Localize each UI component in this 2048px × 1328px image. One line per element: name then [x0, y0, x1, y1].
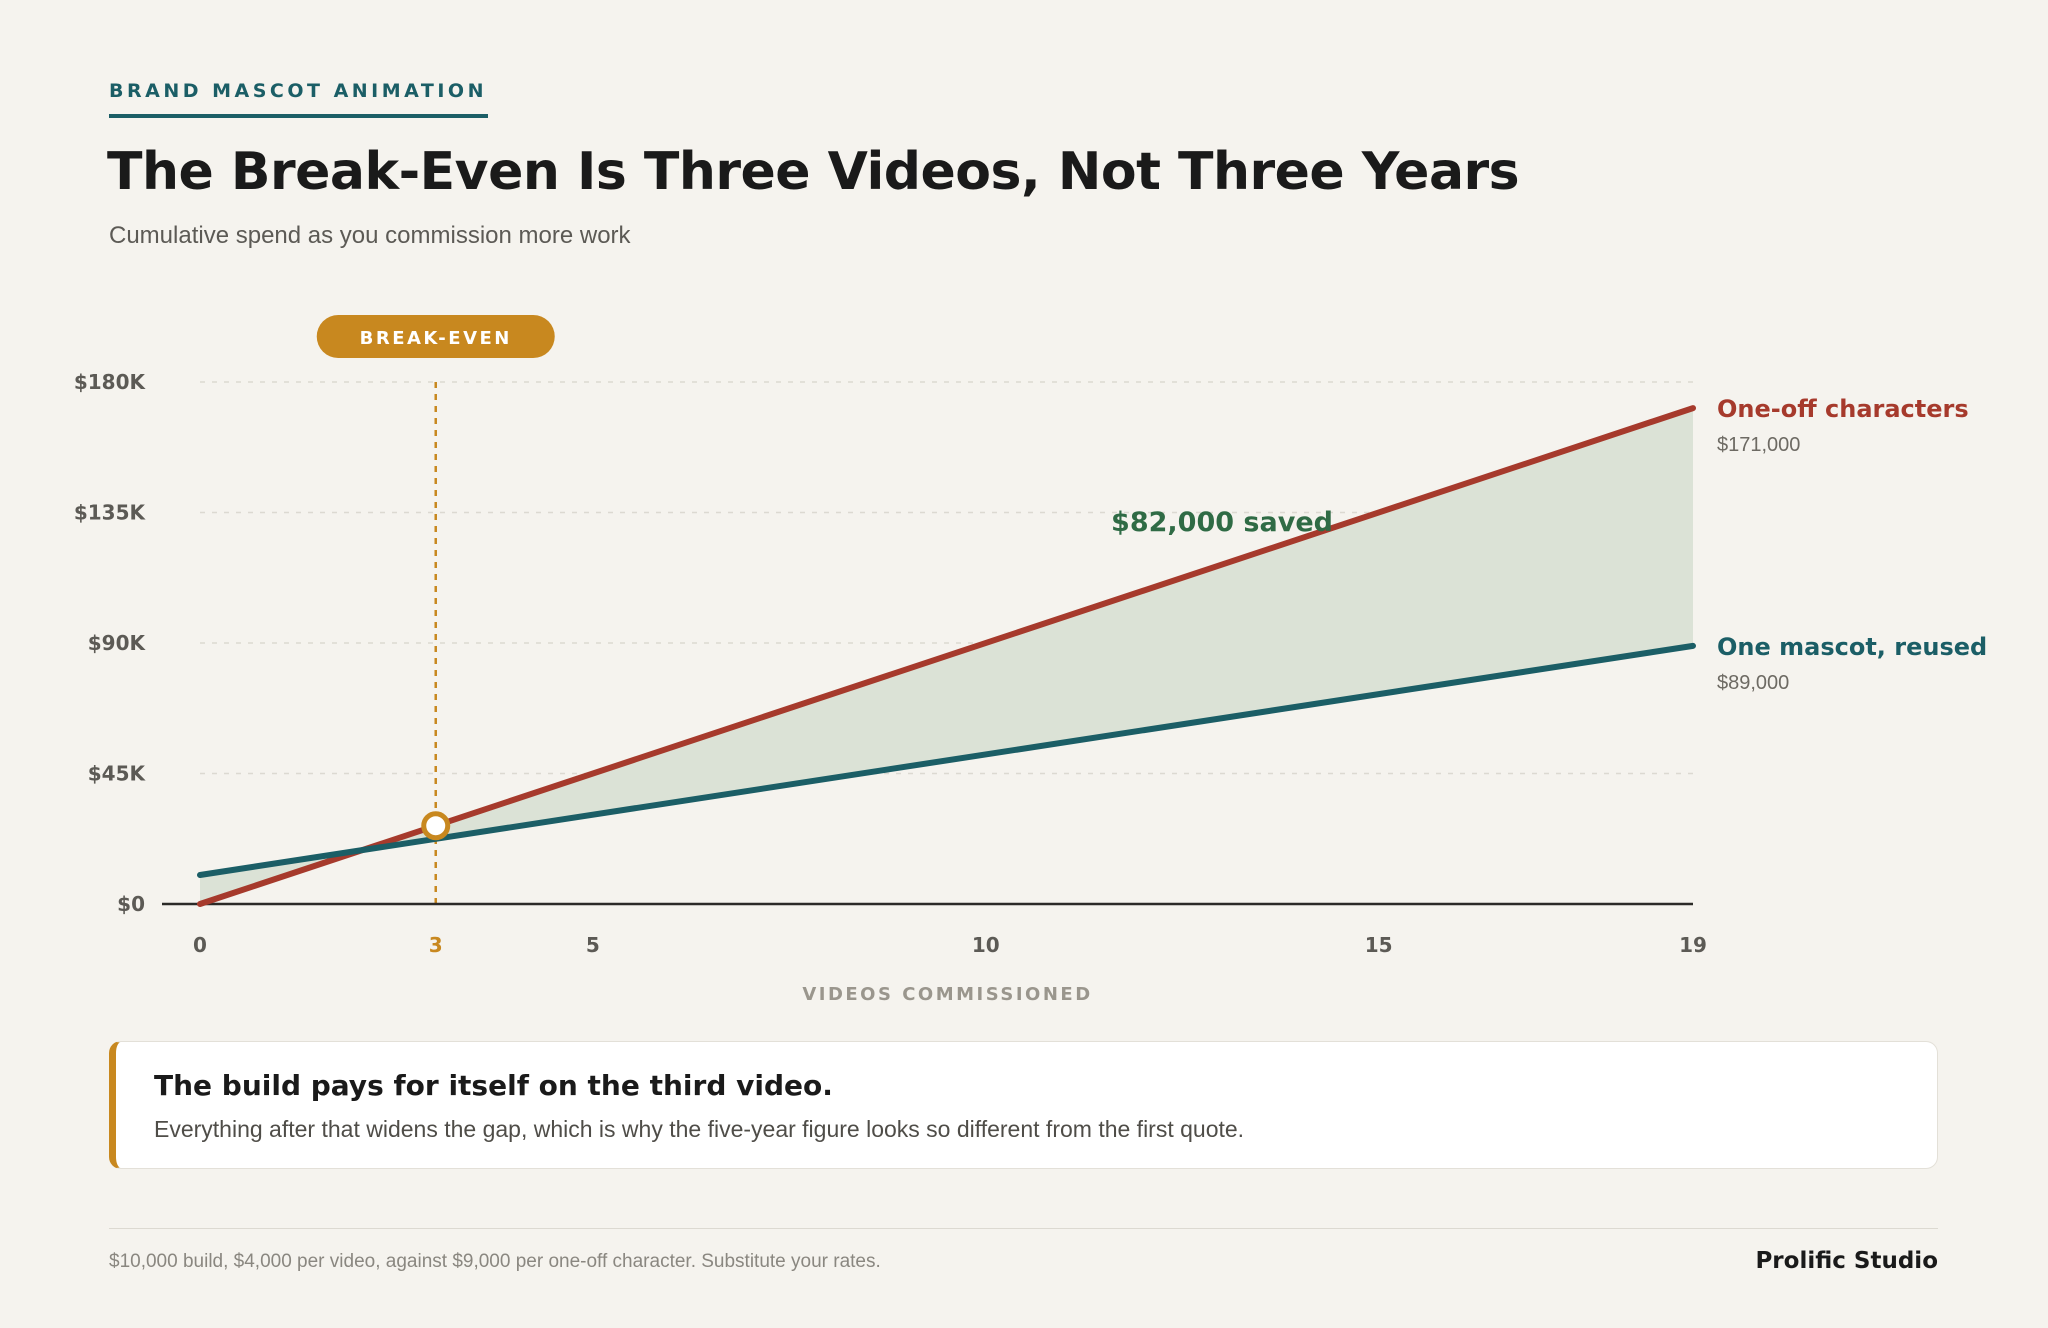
callout-body: Everything after that widens the gap, wh…	[154, 1116, 1245, 1142]
insight-callout: The build pays for itself on the third v…	[109, 1041, 1938, 1169]
y-tick-label: $0	[117, 892, 145, 916]
series-name-label: One mascot, reused	[1717, 633, 1987, 661]
series-end-value: $89,000	[1717, 672, 1789, 694]
grid-layer	[200, 381, 1693, 775]
x-tick-label: 15	[1365, 933, 1393, 957]
x-tick-label: 3	[429, 933, 443, 957]
break-even-badge-label: BREAK-EVEN	[360, 328, 512, 349]
page-subtitle: Cumulative spend as you commission more …	[109, 222, 631, 249]
y-tick-label: $45K	[88, 762, 147, 786]
x-tick-label: 5	[586, 933, 600, 957]
y-tick-labels: $0 $45K $90K $135K $180K	[74, 370, 147, 916]
break-even-chart: BREAK-EVEN $0 $45K $90K $135K $180K 0 3 5 10 15 1…	[74, 315, 1987, 1005]
brand-name: Prolific Studio	[1755, 1248, 1938, 1274]
x-tick-label: 0	[193, 933, 207, 957]
break-even-badge: BREAK-EVEN	[316, 315, 555, 358]
callout-heading: The build pays for itself on the third v…	[154, 1069, 833, 1102]
page-title: The Break-Even Is Three Videos, Not Thre…	[107, 142, 1520, 202]
x-axis-title: VIDEOS COMMISSIONED	[802, 984, 1092, 1005]
y-tick-label: $180K	[74, 370, 147, 394]
eyebrow-underline	[109, 114, 488, 118]
footer-divider	[109, 1228, 1938, 1229]
x-tick-label: 10	[972, 933, 1000, 957]
eyebrow-label: BRAND MASCOT ANIMATION	[109, 80, 487, 102]
series-line-mascot	[197, 642, 1696, 878]
x-tick-labels: 0 3 5 10 15 19	[193, 933, 1707, 957]
series-name-label: One-off characters	[1717, 395, 1969, 423]
savings-annotation: $82,000 saved	[1111, 507, 1333, 538]
break-even-badge-bg	[316, 315, 555, 358]
x-tick-label: 19	[1679, 933, 1707, 957]
series-end-labels: One-off characters $171,000 One mascot, re…	[1717, 395, 1987, 694]
break-even-marker	[421, 811, 451, 841]
footer-note: $10,000 build, $4,000 per video, against…	[109, 1251, 881, 1272]
y-tick-label: $90K	[88, 631, 147, 655]
y-tick-label: $135K	[74, 501, 147, 525]
series-end-value: $171,000	[1717, 434, 1800, 456]
